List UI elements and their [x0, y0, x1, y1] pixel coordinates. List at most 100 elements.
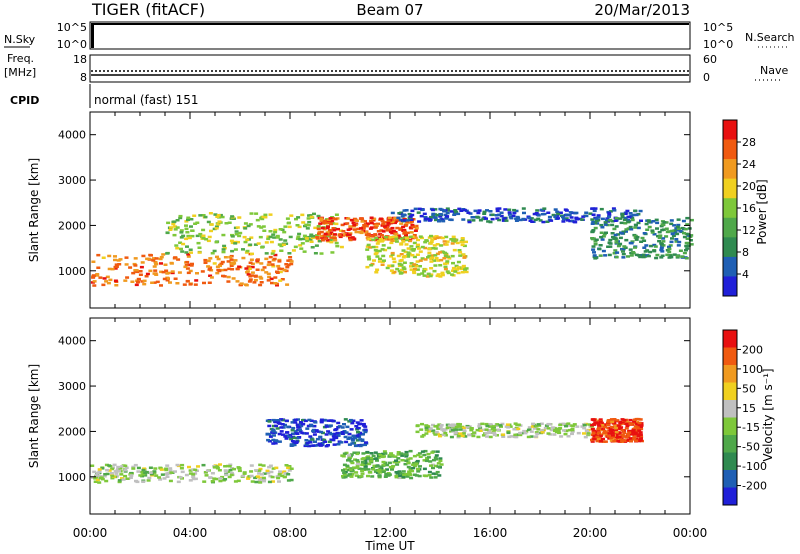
echo-cell	[203, 261, 208, 264]
echo-cell	[96, 266, 101, 269]
echo-cell	[331, 217, 336, 220]
echo-cell	[431, 208, 435, 212]
echo-cell	[299, 247, 304, 250]
echo-cell	[390, 251, 395, 255]
echo-cell	[329, 240, 334, 244]
echo-cell	[438, 434, 442, 438]
echo-cell	[293, 421, 298, 424]
cpid-value: normal (fast) 151	[94, 93, 198, 107]
echo-cell	[267, 424, 272, 428]
x-tick-label: 00:00	[73, 526, 108, 540]
echo-cell	[253, 278, 258, 282]
echo-cell	[558, 211, 563, 214]
echo-cell	[433, 476, 438, 479]
echo-cell	[259, 262, 264, 265]
echo-cell	[422, 459, 427, 462]
echo-cell	[605, 217, 610, 220]
echo-cell	[426, 217, 431, 221]
echo-cell	[172, 220, 177, 223]
echo-cell	[462, 244, 467, 248]
echo-cell	[352, 223, 357, 227]
echo-cell	[236, 466, 241, 469]
echo-cell	[399, 242, 404, 245]
echo-cell	[351, 434, 356, 438]
echo-cell	[656, 234, 660, 238]
echo-cell	[383, 235, 388, 239]
freq-panel	[89, 54, 691, 83]
echo-cell	[394, 232, 399, 236]
echo-cell	[272, 236, 277, 239]
echo-cell	[477, 209, 482, 212]
echo-cell	[625, 424, 630, 428]
echo-cell	[367, 258, 372, 261]
echo-cell	[342, 473, 347, 476]
echo-cell	[291, 426, 296, 430]
echo-cell	[315, 437, 320, 441]
echo-cell	[354, 474, 359, 477]
echo-cell	[294, 441, 299, 444]
echo-cell	[226, 275, 231, 279]
echo-cell	[105, 472, 110, 476]
echo-cell	[210, 252, 215, 255]
echo-cell	[226, 280, 231, 283]
echo-cell	[253, 275, 258, 278]
echo-cell	[387, 246, 392, 250]
echo-cell	[320, 236, 325, 239]
echo-cell	[152, 257, 156, 260]
echo-cell	[629, 254, 634, 257]
echo-cell	[403, 254, 408, 258]
echo-cell	[547, 215, 552, 219]
echo-cell	[614, 238, 619, 242]
nave-tick-bottom: 0	[703, 71, 710, 84]
echo-cell	[613, 233, 618, 237]
colorbar-swatch	[723, 487, 737, 506]
echo-cell	[284, 464, 289, 467]
echo-cell	[381, 222, 386, 225]
echo-cell	[636, 221, 641, 225]
echo-cell	[187, 236, 192, 240]
echo-cell	[145, 272, 150, 276]
echo-cell	[455, 268, 459, 271]
echo-cell	[371, 219, 376, 222]
echo-cell	[563, 208, 568, 211]
echo-cell	[462, 208, 467, 212]
echo-cell	[343, 475, 348, 479]
echo-cell	[133, 463, 138, 467]
echo-cell	[313, 444, 318, 447]
echo-cell	[396, 234, 401, 237]
echo-cell	[678, 249, 683, 252]
echo-cell	[417, 452, 422, 455]
echo-cell	[597, 427, 601, 430]
echo-cell	[401, 249, 406, 252]
echo-cell	[255, 258, 260, 261]
echo-cell	[177, 271, 182, 274]
echo-cell	[249, 470, 254, 473]
echo-cell	[360, 220, 365, 223]
echo-cell	[348, 456, 352, 460]
echo-cell	[593, 421, 598, 424]
echo-cell	[415, 424, 420, 428]
echo-cell	[359, 475, 364, 478]
echo-cell	[511, 214, 516, 217]
echo-cell	[406, 465, 411, 469]
echo-cell	[638, 433, 643, 437]
echo-cell	[196, 241, 201, 245]
echo-cell	[148, 466, 153, 469]
echo-cell	[356, 460, 361, 464]
echo-cell	[628, 212, 633, 215]
echo-cell	[123, 469, 128, 472]
echo-cell	[165, 251, 170, 255]
colorbar-tick-label: 28	[742, 136, 756, 149]
echo-cell	[423, 217, 428, 221]
echo-cell	[507, 208, 512, 211]
x-tick-label: 08:00	[273, 526, 308, 540]
echo-cell	[411, 249, 416, 252]
echo-cell	[390, 237, 395, 241]
echo-cell	[329, 432, 334, 436]
echo-cell	[416, 243, 420, 247]
echo-cell	[299, 424, 304, 428]
echo-cell	[352, 228, 357, 231]
echo-cell	[175, 282, 180, 285]
echo-cell	[685, 247, 690, 250]
echo-cell	[462, 426, 466, 430]
